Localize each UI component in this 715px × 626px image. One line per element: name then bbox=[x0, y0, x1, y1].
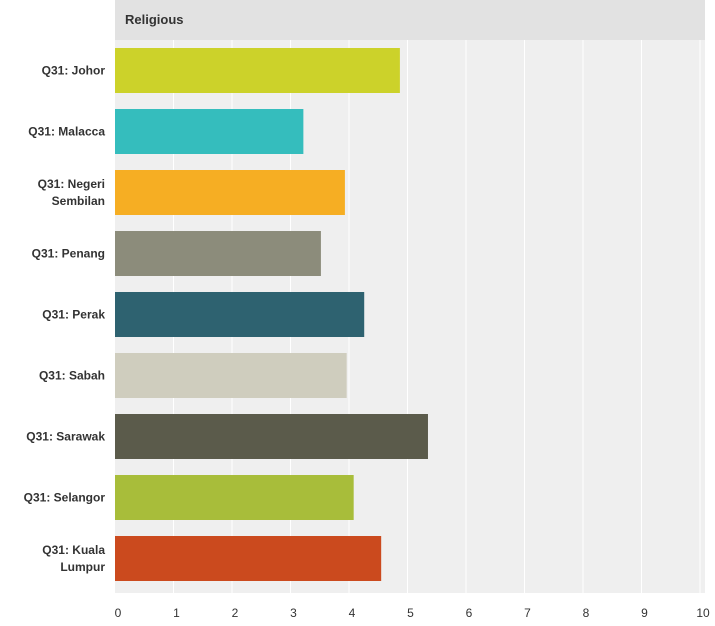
bar[interactable] bbox=[115, 170, 345, 215]
x-tick-label: 8 bbox=[583, 606, 590, 620]
bar[interactable] bbox=[115, 475, 354, 520]
bar[interactable] bbox=[115, 48, 400, 93]
category-label: Q31: Kuala bbox=[42, 543, 105, 557]
x-tick-label: 6 bbox=[466, 606, 473, 620]
x-tick-label: 2 bbox=[232, 606, 239, 620]
x-tick-label: 9 bbox=[641, 606, 648, 620]
bar[interactable] bbox=[115, 536, 382, 581]
bar[interactable] bbox=[115, 231, 321, 276]
category-label: Q31: Penang bbox=[32, 247, 105, 261]
bar[interactable] bbox=[115, 353, 347, 398]
category-label: Q31: Malacca bbox=[28, 125, 105, 139]
x-tick-label: 0 bbox=[115, 606, 122, 620]
x-tick-label: 10 bbox=[696, 606, 710, 620]
category-label: Q31: Sabah bbox=[39, 369, 105, 383]
bar[interactable] bbox=[115, 414, 428, 459]
category-label: Q31: Perak bbox=[42, 308, 105, 322]
bar[interactable] bbox=[115, 109, 304, 154]
bars bbox=[115, 48, 428, 581]
chart-title-band bbox=[115, 0, 705, 40]
x-tick-label: 3 bbox=[290, 606, 297, 620]
x-tick-label: 1 bbox=[173, 606, 180, 620]
chart-title: Religious bbox=[125, 12, 184, 27]
category-label: Sembilan bbox=[52, 194, 105, 208]
x-tick-label: 5 bbox=[407, 606, 414, 620]
category-label: Q31: Sarawak bbox=[26, 430, 105, 444]
x-tick-label: 7 bbox=[524, 606, 531, 620]
category-label: Q31: Johor bbox=[42, 64, 106, 78]
bar[interactable] bbox=[115, 292, 365, 337]
category-labels: Q31: Johor Q31: Malacca Q31: Negeri Sembila… bbox=[24, 64, 106, 575]
x-axis-ticks: 0 1 2 3 4 5 6 7 8 9 10 bbox=[115, 606, 710, 620]
category-label: Q31: Negeri bbox=[38, 177, 105, 191]
x-tick-label: 4 bbox=[349, 606, 356, 620]
category-label: Lumpur bbox=[60, 560, 105, 574]
category-label: Q31: Selangor bbox=[24, 491, 106, 505]
